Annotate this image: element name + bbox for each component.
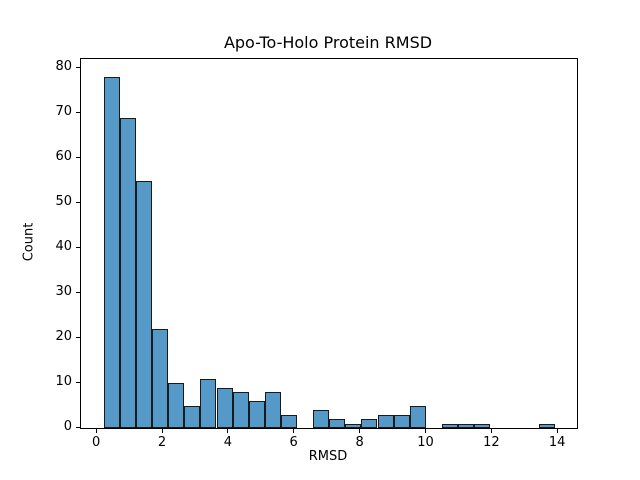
- x-tick-mark: [227, 429, 229, 433]
- y-tick-mark: [76, 201, 80, 203]
- y-tick-label: 80: [55, 59, 72, 74]
- y-tick-label: 40: [55, 239, 72, 254]
- y-tick-mark: [76, 111, 80, 113]
- histogram-bar: [216, 387, 233, 428]
- y-tick-mark: [76, 66, 80, 68]
- histogram-bar: [119, 117, 136, 428]
- y-tick-mark: [76, 291, 80, 293]
- y-tick-mark: [76, 246, 80, 248]
- x-tick-mark: [556, 429, 558, 433]
- y-tick-label: 50: [55, 194, 72, 209]
- x-tick-mark: [161, 429, 163, 433]
- y-tick-label: 30: [55, 284, 72, 299]
- histogram-bar: [184, 405, 201, 428]
- x-tick-label: 14: [548, 435, 566, 450]
- histogram-bar: [200, 378, 217, 428]
- x-tick-label: 6: [289, 435, 298, 450]
- histogram-bar: [103, 77, 120, 428]
- x-tick-label: 4: [223, 435, 233, 450]
- y-tick-mark: [76, 426, 80, 428]
- histogram-bar: [441, 423, 458, 428]
- x-tick-label: 12: [483, 435, 500, 450]
- x-tick-label: 0: [91, 435, 101, 450]
- x-tick-label: 8: [355, 435, 364, 450]
- histogram-bar: [458, 423, 475, 428]
- histogram-bar: [377, 414, 394, 428]
- x-tick-mark: [359, 429, 361, 433]
- x-axis-label: RMSD: [308, 449, 348, 464]
- histogram-bar: [329, 419, 346, 428]
- x-tick-label: 2: [157, 435, 167, 450]
- histogram-bar: [409, 405, 426, 428]
- y-tick-mark: [76, 336, 80, 338]
- histogram-bar: [345, 423, 362, 428]
- y-tick-label: 60: [55, 149, 72, 164]
- histogram-bar: [393, 414, 410, 428]
- y-tick-label: 10: [55, 374, 72, 389]
- x-tick-mark: [425, 429, 426, 433]
- y-axis-label: Count: [21, 222, 37, 262]
- histogram-bar: [474, 423, 491, 428]
- histogram-bar: [361, 419, 378, 428]
- histogram-bar: [168, 383, 185, 428]
- y-tick-mark: [76, 156, 80, 158]
- y-tick-label: 20: [55, 329, 72, 344]
- histogram-bar: [232, 392, 249, 428]
- plot-area: [80, 58, 578, 429]
- histogram-bar: [248, 401, 265, 428]
- x-tick-mark: [95, 429, 97, 433]
- histogram-bar: [135, 180, 152, 428]
- histogram-bar: [538, 423, 555, 428]
- x-tick-label: 10: [417, 435, 434, 450]
- histogram-bar: [313, 410, 330, 428]
- y-tick-label: 0: [63, 419, 72, 434]
- y-tick-mark: [76, 381, 80, 383]
- histogram-bar: [264, 392, 281, 428]
- chart-title: Apo-To-Holo Protein RMSD: [223, 33, 433, 52]
- histogram-bar: [152, 329, 169, 428]
- x-tick-mark: [490, 429, 492, 433]
- y-tick-label: 70: [55, 104, 72, 119]
- histogram-bar: [280, 414, 297, 428]
- x-tick-mark: [293, 429, 295, 433]
